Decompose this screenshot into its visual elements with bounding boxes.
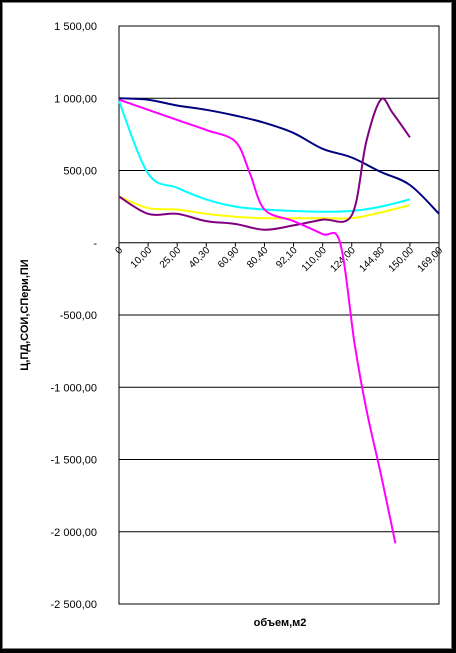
y-tick-labels: 1 500,00 1 000,00 500,00 - -500,00 -1 000,00 -… (51, 21, 98, 611)
y-tick-label: - (93, 238, 97, 250)
y-tick-label: -1 500,00 (51, 455, 97, 467)
y-tick-label: 1 500,00 (54, 21, 97, 33)
series-lines (118, 97, 440, 544)
y-tick-label: -2 000,00 (51, 527, 97, 539)
series-line-5 (118, 98, 397, 544)
y-tick-label: -500,00 (60, 310, 97, 322)
y-tick-label: -2 500,00 (51, 599, 97, 611)
series-line-3 (118, 195, 411, 220)
line-chart: 1 500,00 1 000,00 500,00 - -500,00 -1 000,00 -… (19, 21, 445, 629)
series-line-1 (118, 97, 440, 215)
series-line-4 (118, 97, 411, 231)
gridlines (119, 97, 439, 533)
x-axis-title: объем,м2 (254, 617, 307, 629)
y-axis-title: Ц,ПД,СОИ,СПери,ПИ (19, 259, 31, 370)
y-tick-label: 1 000,00 (54, 93, 97, 105)
y-tick-label: 500,00 (63, 166, 97, 178)
y-tick-label: -1 000,00 (51, 382, 97, 394)
chart-frame: 1 500,00 1 000,00 500,00 - -500,00 -1 000,00 -… (2, 2, 452, 649)
